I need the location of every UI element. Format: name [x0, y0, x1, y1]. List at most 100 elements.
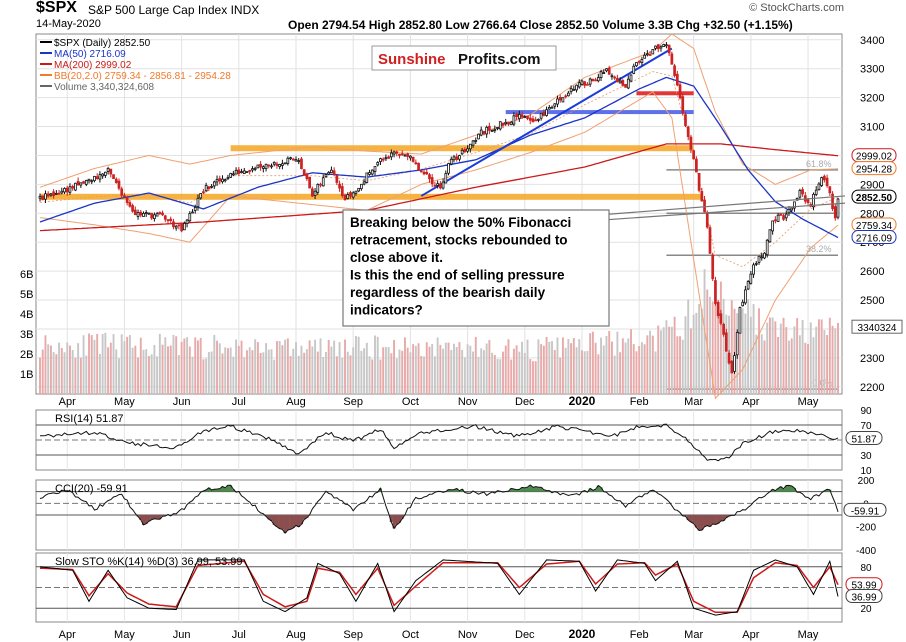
volume-bar [763, 340, 766, 394]
candle-down [507, 121, 510, 125]
candle-down [65, 187, 69, 193]
volume-bar [698, 304, 701, 394]
volume-bar [521, 341, 524, 394]
x-tick-label: Feb [630, 396, 649, 408]
volume-bar [640, 342, 643, 394]
volume-bar [613, 355, 616, 394]
candle-up [264, 163, 268, 170]
x-tick-label: May [114, 396, 135, 408]
volume-tick-label: 4B [20, 309, 33, 321]
volume-bar [319, 338, 322, 394]
volume-bar [118, 358, 120, 394]
volume-bar [123, 341, 126, 394]
volume-bar [308, 340, 311, 394]
volume-bar [665, 320, 668, 394]
candle-down [332, 170, 336, 175]
candle-up [493, 128, 497, 131]
candle-down [308, 176, 311, 189]
volume-bar [142, 349, 145, 394]
volume-bar [474, 336, 477, 394]
candle-up [504, 121, 508, 125]
y-tick-label: 2300 [860, 353, 884, 365]
candle-up [155, 213, 159, 217]
candle-down [169, 218, 173, 221]
volume-bar [540, 344, 543, 394]
volume-bar [60, 347, 63, 394]
volume-bar [488, 340, 491, 394]
volume-bar [390, 353, 393, 394]
volume-bar [798, 335, 801, 394]
x-tick-label-bottom: Apr [742, 629, 759, 641]
candle-down [150, 212, 154, 219]
candle-down [833, 206, 837, 219]
volume-bar [237, 345, 240, 394]
right-value-box [851, 230, 897, 245]
candle-up [479, 129, 483, 136]
volume-bar [169, 345, 172, 394]
candle-up [509, 121, 513, 126]
y-tick-label: 3400 [860, 35, 884, 47]
rising-trendline [420, 47, 673, 197]
candle-up [572, 89, 576, 91]
volume-bar [186, 337, 189, 394]
candle-down [411, 157, 415, 162]
candle-up [441, 181, 445, 189]
x-tick-label-bottom: Jun [173, 629, 191, 641]
volume-bar [747, 299, 750, 394]
cci-pane-tick: 200 [858, 476, 875, 487]
volume-bar [161, 344, 164, 394]
candle-up [90, 180, 94, 183]
volume-bar [235, 339, 238, 394]
candle-down [681, 96, 685, 114]
volume-bar [597, 354, 600, 394]
volume-bar [82, 335, 85, 394]
volume-bar [453, 343, 455, 394]
candle-up [54, 193, 58, 195]
candle-up [136, 212, 140, 217]
volume-bar [545, 336, 548, 394]
volume-bar [137, 357, 140, 394]
volume-bar [360, 350, 363, 394]
candle-down [692, 150, 696, 160]
candle-up [147, 212, 151, 215]
volume-bar [88, 333, 90, 394]
volume-bar [812, 337, 815, 394]
candle-down [95, 176, 99, 179]
candle-down [774, 219, 777, 222]
candle-up [744, 289, 747, 304]
candle-down [335, 175, 339, 183]
volume-bar [646, 335, 649, 394]
candle-up [662, 44, 666, 47]
volume-bar [660, 330, 662, 394]
candle-up [278, 164, 282, 167]
volume-bar [216, 340, 218, 394]
volume-bar [423, 356, 425, 394]
annotation-line: retracement, stocks rebounded to [350, 233, 568, 248]
candle-up [256, 164, 260, 169]
volume-bar [477, 356, 480, 394]
volume-bar [684, 316, 687, 394]
candle-up [575, 84, 578, 91]
candle-up [210, 185, 213, 188]
volume-bar [259, 352, 262, 394]
volume-bar [537, 339, 540, 394]
volume-bar [177, 355, 180, 394]
rsi-pane-tick: 30 [860, 451, 872, 462]
volume-tick-label: 1B [20, 369, 33, 381]
candle-down [439, 183, 442, 189]
volume-bar [297, 355, 300, 394]
volume-bar [542, 345, 545, 394]
rsi-line [39, 423, 839, 462]
volume-bar [651, 335, 654, 394]
candle-down [670, 53, 674, 65]
candle-up [384, 157, 388, 160]
candle-down [463, 149, 467, 153]
rsi-pane-tick: 10 [860, 466, 872, 477]
candle-up [496, 127, 499, 129]
candle-up [610, 75, 614, 78]
candle-up [474, 139, 478, 142]
volume-bar [788, 340, 790, 394]
candle-up [379, 158, 382, 162]
volume-bar [248, 347, 251, 394]
legend-entry: MA(50) 2716.09 [54, 49, 126, 60]
